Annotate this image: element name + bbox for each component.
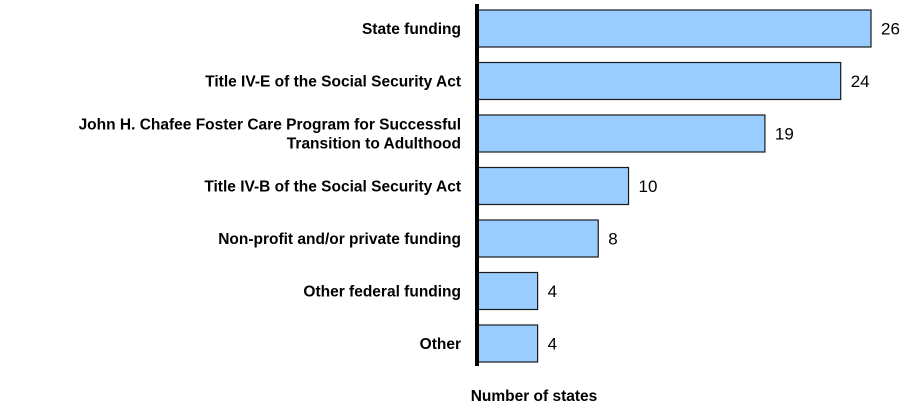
value-label: 19 — [775, 125, 794, 144]
bar — [476, 114, 766, 153]
bar — [476, 219, 599, 258]
bar — [476, 271, 539, 311]
value-label: 4 — [548, 335, 557, 354]
bars-group — [476, 9, 872, 363]
category-label: Other federal funding — [303, 284, 461, 301]
category-label: John H. Chafee Foster Care Program for S… — [79, 117, 461, 153]
bar — [476, 61, 842, 101]
value-label: 8 — [608, 230, 617, 249]
bar — [476, 166, 630, 206]
bar — [476, 324, 539, 363]
bar — [476, 9, 872, 48]
value-label: 26 — [881, 20, 900, 39]
category-label: Other — [420, 336, 461, 353]
value-label: 4 — [548, 282, 557, 301]
category-label: State funding — [362, 21, 461, 38]
category-labels-group: State funding Title IV-E of the Social Se… — [79, 21, 461, 353]
category-label: Title IV-E of the Social Security Act — [205, 74, 461, 91]
value-labels-group: 26 24 19 10 8 4 4 — [548, 20, 900, 354]
category-label: Non-profit and/or private funding — [218, 231, 461, 248]
value-label: 10 — [639, 177, 658, 196]
value-label: 24 — [851, 72, 870, 91]
category-label: Title IV-B of the Social Security Act — [204, 179, 461, 196]
x-axis-title: Number of states — [471, 388, 598, 405]
